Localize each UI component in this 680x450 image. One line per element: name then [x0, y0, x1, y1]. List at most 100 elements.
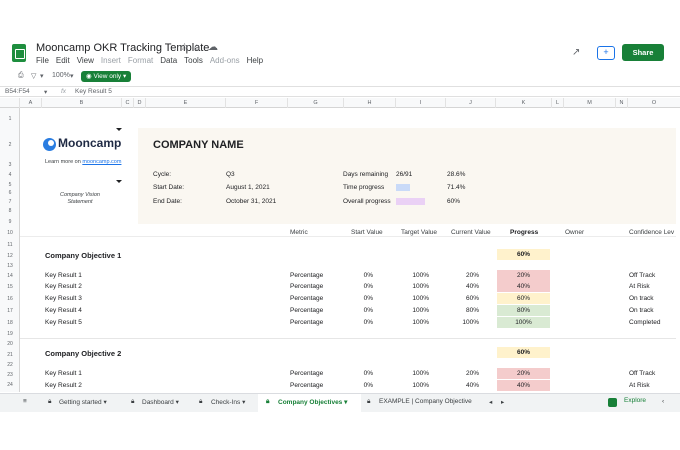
add-comment-icon[interactable]: + — [597, 46, 615, 60]
menu-tools[interactable]: Tools — [184, 56, 203, 65]
scroll-tabs-right-icon[interactable]: ▸ — [501, 399, 505, 406]
column-header[interactable]: L — [552, 98, 564, 108]
row-header[interactable]: 19 — [7, 331, 13, 337]
formula-input[interactable]: Key Result 5 — [75, 88, 112, 95]
document-title[interactable]: Mooncamp OKR Tracking Template — [36, 42, 210, 54]
column-header[interactable]: G — [288, 98, 344, 108]
row-header[interactable]: 16 — [7, 296, 13, 302]
column-header[interactable]: E — [146, 98, 226, 108]
view-only-button[interactable]: ◉ View only ▾ — [81, 71, 132, 82]
tab-label: Check-Ins — [211, 399, 241, 406]
objective-title: Company Objective 2 — [45, 349, 122, 358]
lock-icon: 🔒︎ — [48, 398, 52, 405]
key-result-name: Key Result 4 — [45, 307, 82, 314]
row-header[interactable]: 11 — [7, 242, 13, 248]
row-header[interactable]: 24 — [7, 382, 13, 388]
time-progress-label: Time progress — [343, 184, 385, 191]
key-result-confidence: On track — [629, 307, 654, 314]
row-header[interactable]: 5 — [8, 182, 12, 188]
row-header[interactable]: 22 — [7, 362, 13, 368]
key-result-start-value: 0% — [363, 295, 373, 302]
time-progress-bar — [396, 184, 410, 191]
row-header[interactable]: 8 — [8, 208, 12, 214]
column-header[interactable]: F — [226, 98, 288, 108]
share-button[interactable]: Share — [622, 44, 664, 61]
scroll-tabs-left-icon[interactable]: ◂ — [489, 399, 493, 406]
row-header[interactable]: 6 — [8, 190, 12, 196]
row-header[interactable]: 15 — [7, 284, 13, 290]
explore-icon[interactable] — [608, 398, 617, 407]
key-result-name: Key Result 1 — [45, 370, 82, 377]
key-result-current-value: 20% — [465, 370, 479, 377]
tab-getting-started[interactable]: Getting started ▾ — [59, 399, 107, 406]
tab-company-objectives[interactable]: Company Objectives ▾ — [278, 399, 348, 406]
mooncamp-link[interactable]: mooncamp.com — [82, 159, 122, 165]
tab-label: Company Objectives — [278, 399, 343, 406]
view-only-label: View only — [93, 73, 122, 80]
column-headers: A B C D E F G H I J K L M N O — [0, 98, 680, 108]
collapse-side-panel-icon[interactable]: ‹ — [662, 398, 665, 405]
end-date-value: October 31, 2021 — [226, 198, 277, 205]
row-header[interactable]: 21 — [7, 352, 13, 358]
row-header[interactable]: 4 — [8, 172, 12, 178]
menu-view[interactable]: View — [76, 56, 94, 65]
key-result-metric: Percentage — [290, 272, 324, 279]
key-result-start-value: 0% — [363, 382, 373, 389]
menu-data[interactable]: Data — [160, 56, 178, 65]
row-header[interactable]: 18 — [7, 320, 13, 326]
key-result-confidence: Completed — [629, 319, 661, 326]
cycle-value: Q3 — [226, 171, 235, 178]
key-result-target-value: 100% — [412, 382, 429, 389]
add-sheet-icon[interactable]: ≡ — [23, 398, 27, 405]
row-header[interactable]: 12 — [7, 253, 13, 259]
row-header[interactable]: 2 — [8, 142, 12, 148]
activity-trend-icon[interactable]: ↗ — [572, 47, 581, 58]
sheet-grid[interactable] — [20, 108, 676, 392]
filter-dropdown-icon[interactable]: ▾ — [40, 73, 44, 80]
row-headers — [0, 108, 20, 392]
row-header[interactable]: 20 — [7, 341, 13, 347]
column-header[interactable]: A — [20, 98, 42, 108]
move-folder-icon[interactable]: ⌂ — [194, 42, 201, 53]
key-result-progress: 40% — [497, 380, 550, 391]
tab-check-ins[interactable]: Check-Ins ▾ — [211, 399, 246, 406]
print-icon[interactable]: ⎙ — [18, 72, 24, 79]
menu-help[interactable]: Help — [246, 56, 264, 65]
sheets-logo-icon[interactable] — [12, 44, 26, 62]
column-header[interactable]: C — [122, 98, 134, 108]
column-header[interactable]: O — [651, 100, 657, 106]
menu-file[interactable]: File — [36, 56, 49, 65]
header-current-value: Current Value — [451, 229, 491, 236]
zoom-select[interactable]: 100% — [52, 72, 70, 79]
row-header[interactable]: 3 — [8, 162, 12, 168]
tab-dashboard[interactable]: Dashboard ▾ — [142, 399, 179, 406]
column-header[interactable]: I — [396, 98, 446, 108]
row-header[interactable]: 23 — [7, 372, 13, 378]
column-header[interactable]: J — [446, 98, 496, 108]
column-header[interactable]: D — [134, 98, 146, 108]
row-header[interactable]: 7 — [8, 199, 12, 205]
row-header[interactable]: 10 — [7, 230, 13, 236]
select-all-corner[interactable] — [0, 98, 20, 108]
row-header[interactable]: 13 — [7, 263, 13, 269]
column-header[interactable]: H — [344, 98, 396, 108]
row-header[interactable]: 14 — [7, 273, 13, 279]
tab-example-company-objective[interactable]: EXAMPLE | Company Objective — [379, 398, 481, 405]
column-header[interactable]: K — [496, 98, 552, 108]
column-header[interactable]: N — [616, 98, 628, 108]
name-box[interactable]: B54:F54 — [5, 88, 30, 95]
key-result-target-value: 100% — [412, 370, 429, 377]
key-result-metric: Percentage — [290, 307, 324, 314]
row-header[interactable]: 1 — [8, 116, 12, 122]
star-icon[interactable]: ☆ — [180, 42, 189, 53]
column-header[interactable]: B — [42, 98, 122, 108]
name-box-dropdown-icon[interactable]: ▾ — [44, 89, 48, 96]
zoom-dropdown-icon[interactable]: ▾ — [70, 73, 74, 80]
explore-button[interactable]: Explore — [624, 397, 647, 404]
filter-icon[interactable]: ▽ — [31, 73, 37, 80]
column-header[interactable]: M — [564, 98, 616, 108]
menu-edit[interactable]: Edit — [55, 56, 70, 65]
row-header[interactable]: 17 — [7, 308, 13, 314]
row-header[interactable]: 9 — [8, 219, 12, 225]
lock-icon: 🔒︎ — [199, 398, 203, 405]
